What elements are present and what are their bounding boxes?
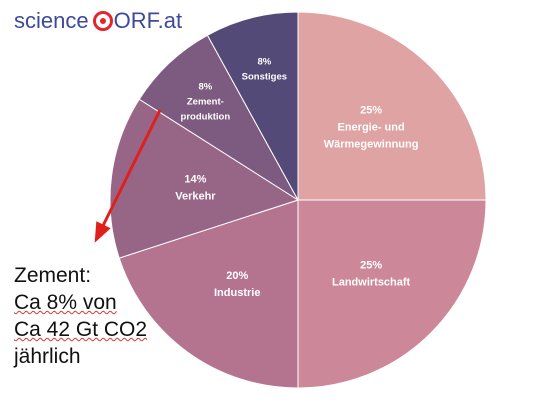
annotation-line-2: Ca 8% von bbox=[14, 289, 184, 316]
arrow-shaft bbox=[94, 109, 162, 241]
annotation-line-1: Zement: bbox=[14, 264, 92, 287]
pie-slice-1 bbox=[297, 11, 487, 201]
pie-label-6: 8% Sonstiges bbox=[242, 57, 287, 83]
pie-label-1: 25% Energie- und Wärmegewinnung bbox=[324, 105, 419, 151]
pie-slice-3 bbox=[118, 199, 299, 389]
pie-slice-6 bbox=[206, 11, 299, 201]
logo-text-orf: ORF.at bbox=[113, 8, 183, 33]
orf-ring-icon bbox=[92, 11, 113, 31]
pie-slice-4 bbox=[109, 98, 300, 259]
pie-slice-2 bbox=[297, 199, 487, 389]
pie-slice-5 bbox=[138, 34, 299, 201]
annotation-line-2-text: Ca 8% von bbox=[14, 291, 117, 314]
cement-annotation: Zement: Ca 8% von Ca 42 Gt CO2 jährlich bbox=[14, 262, 184, 370]
pie-label-3: 20% Industrie bbox=[214, 270, 260, 299]
annotation-line-3: Ca 42 Gt CO2 bbox=[14, 316, 184, 343]
pie-labels: 25% Energie- und Wärmegewinnung 25% Landwirt… bbox=[175, 57, 418, 299]
arrow-head bbox=[94, 221, 111, 243]
pie-label-4: 14% Verkehr bbox=[175, 173, 216, 202]
science-orf-logo: science ORF.at bbox=[14, 8, 182, 34]
pie-slices bbox=[109, 11, 487, 389]
pie-label-5: 8% Zement-produktion bbox=[181, 82, 231, 123]
logo-text-science: science bbox=[14, 8, 89, 33]
annotation-line-4: jährlich bbox=[14, 345, 81, 368]
annotation-arrow bbox=[94, 109, 162, 243]
pie-label-2: 25% Landwirtschaft bbox=[332, 259, 411, 288]
annotation-line-3-text: Ca 42 Gt CO2 bbox=[14, 318, 148, 341]
